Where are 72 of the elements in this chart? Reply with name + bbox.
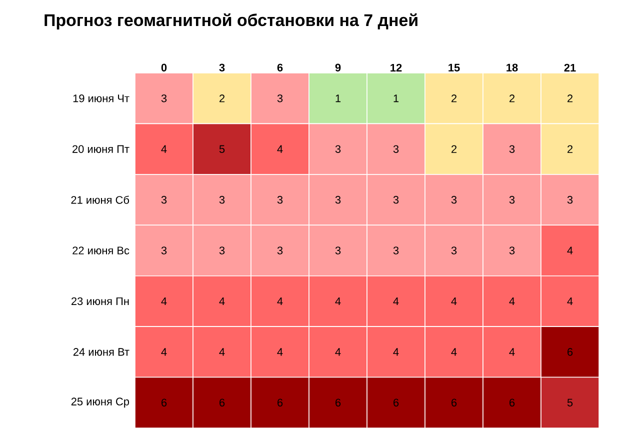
- data-label: 3: [393, 246, 399, 254]
- x-tick-label: 18: [506, 64, 518, 72]
- data-label: 6: [336, 398, 341, 407]
- data-label: 4: [393, 348, 399, 356]
- data-label: 4: [451, 348, 457, 356]
- data-label: 4: [567, 297, 573, 305]
- data-label: 4: [219, 297, 225, 305]
- data-label: 3: [335, 246, 341, 254]
- data-label: 3: [161, 196, 167, 204]
- data-label: 6: [510, 398, 515, 407]
- data-label: 3: [335, 145, 341, 153]
- data-label: 4: [161, 145, 167, 153]
- x-tick-label: 21: [564, 64, 576, 72]
- data-label: 2: [568, 145, 572, 153]
- data-label: 5: [219, 145, 225, 153]
- data-label: 3: [277, 94, 283, 102]
- data-label: 6: [162, 398, 167, 407]
- data-label: 1: [336, 94, 341, 102]
- data-label: 3: [161, 94, 167, 102]
- data-label: 2: [452, 94, 457, 102]
- x-tick-label: 3: [219, 64, 225, 72]
- data-label: 4: [509, 297, 515, 305]
- data-label: 3: [393, 196, 399, 204]
- y-tick-label: 25 июня Ср: [71, 398, 130, 408]
- data-label: 1: [394, 94, 399, 102]
- x-tick-label: 6: [277, 64, 283, 72]
- x-tick-label: 15: [448, 64, 460, 72]
- chart-title: Прогноз геомагнитной обстановки на 7 дней: [44, 13, 418, 30]
- data-label: 3: [393, 145, 399, 153]
- data-label: 4: [509, 348, 515, 356]
- data-label: 3: [335, 196, 341, 204]
- data-label: 3: [219, 196, 225, 204]
- data-label: 2: [452, 145, 457, 153]
- data-label: 6: [278, 398, 283, 407]
- data-label: 3: [277, 246, 283, 254]
- x-tick-label: 0: [161, 64, 167, 72]
- y-tick-label: 20 июня Пт: [72, 145, 130, 153]
- data-label: 3: [277, 196, 283, 204]
- data-label: 6: [568, 348, 573, 356]
- data-label: 3: [451, 246, 457, 254]
- data-label: 4: [277, 145, 283, 153]
- data-label: 3: [509, 145, 515, 153]
- data-label: 4: [219, 348, 225, 356]
- data-label: 6: [452, 398, 457, 407]
- data-label: 4: [335, 348, 341, 356]
- data-label: 4: [277, 348, 283, 356]
- data-label: 6: [394, 398, 399, 407]
- data-label: 2: [510, 94, 514, 102]
- data-label: 3: [161, 246, 167, 254]
- x-tick-label: 9: [335, 64, 341, 72]
- y-tick-label: 22 июня Вс: [72, 246, 130, 254]
- data-label: 4: [335, 297, 341, 305]
- data-label: 4: [277, 297, 283, 305]
- x-tick-label: 12: [390, 64, 402, 72]
- data-label: 3: [451, 196, 457, 204]
- y-tick-label: 19 июня Чт: [73, 94, 130, 102]
- data-label: 4: [451, 297, 457, 305]
- data-label: 4: [161, 348, 167, 356]
- data-label: 4: [393, 297, 399, 305]
- data-label: 6: [220, 398, 225, 407]
- y-tick-label: 21 июня Сб: [71, 196, 130, 204]
- y-tick-label: 24 июня Вт: [73, 348, 130, 356]
- data-label: 3: [567, 196, 573, 204]
- data-label: 4: [161, 297, 167, 305]
- data-label: 3: [509, 196, 515, 204]
- data-label: 3: [509, 246, 515, 254]
- data-label: 3: [219, 246, 225, 254]
- data-label: 2: [220, 94, 225, 102]
- data-label: 2: [568, 94, 572, 102]
- y-tick-label: 23 июня Пн: [72, 297, 129, 306]
- data-label: 4: [567, 246, 573, 254]
- data-label: 5: [567, 398, 573, 406]
